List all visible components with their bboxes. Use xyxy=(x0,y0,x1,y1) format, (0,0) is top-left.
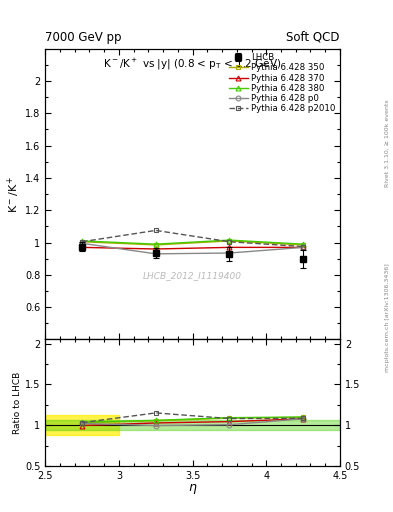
Text: 7000 GeV pp: 7000 GeV pp xyxy=(45,31,122,44)
Pythia 6.428 380 xyxy=(80,238,84,244)
Line: Pythia 6.428 380: Pythia 6.428 380 xyxy=(80,238,305,247)
Pythia 6.428 370 xyxy=(227,244,232,250)
Y-axis label: K$^-$/K$^+$: K$^-$/K$^+$ xyxy=(6,175,22,213)
Pythia 6.428 p0 xyxy=(301,244,305,250)
X-axis label: $\eta$: $\eta$ xyxy=(188,482,197,496)
Pythia 6.428 370 xyxy=(153,246,158,252)
Pythia 6.428 p2010 xyxy=(80,239,84,245)
Pythia 6.428 p2010 xyxy=(301,244,305,250)
Line: Pythia 6.428 350: Pythia 6.428 350 xyxy=(80,239,305,247)
Text: LHCB_2012_I1119400: LHCB_2012_I1119400 xyxy=(143,271,242,280)
Pythia 6.428 p0 xyxy=(227,250,232,256)
Pythia 6.428 350 xyxy=(80,239,84,245)
Pythia 6.428 p2010 xyxy=(153,227,158,233)
Pythia 6.428 350 xyxy=(153,242,158,248)
Text: K$^-$/K$^+$ vs |y| (0.8 < p$_\mathrm{T}$ < 1.2 GeV): K$^-$/K$^+$ vs |y| (0.8 < p$_\mathrm{T}$… xyxy=(103,57,282,73)
Legend: LHCB, Pythia 6.428 350, Pythia 6.428 370, Pythia 6.428 380, Pythia 6.428 p0, Pyt: LHCB, Pythia 6.428 350, Pythia 6.428 370… xyxy=(227,51,337,115)
Line: Pythia 6.428 p2010: Pythia 6.428 p2010 xyxy=(80,228,305,249)
Pythia 6.428 380 xyxy=(153,241,158,247)
Pythia 6.428 370 xyxy=(80,244,84,250)
Line: Pythia 6.428 p0: Pythia 6.428 p0 xyxy=(80,241,305,257)
Text: mcplots.cern.ch [arXiv:1306.3436]: mcplots.cern.ch [arXiv:1306.3436] xyxy=(385,263,390,372)
Pythia 6.428 p2010 xyxy=(227,239,232,245)
Pythia 6.428 350 xyxy=(301,242,305,248)
Pythia 6.428 350 xyxy=(227,238,232,244)
Text: Soft QCD: Soft QCD xyxy=(286,31,340,44)
Pythia 6.428 p0 xyxy=(80,240,84,246)
Text: Rivet 3.1.10, ≥ 100k events: Rivet 3.1.10, ≥ 100k events xyxy=(385,99,390,187)
Pythia 6.428 380 xyxy=(301,241,305,247)
Pythia 6.428 p0 xyxy=(153,251,158,257)
Pythia 6.428 380 xyxy=(227,237,232,243)
Pythia 6.428 370 xyxy=(301,244,305,250)
Y-axis label: Ratio to LHCB: Ratio to LHCB xyxy=(13,372,22,434)
Line: Pythia 6.428 370: Pythia 6.428 370 xyxy=(80,245,305,251)
